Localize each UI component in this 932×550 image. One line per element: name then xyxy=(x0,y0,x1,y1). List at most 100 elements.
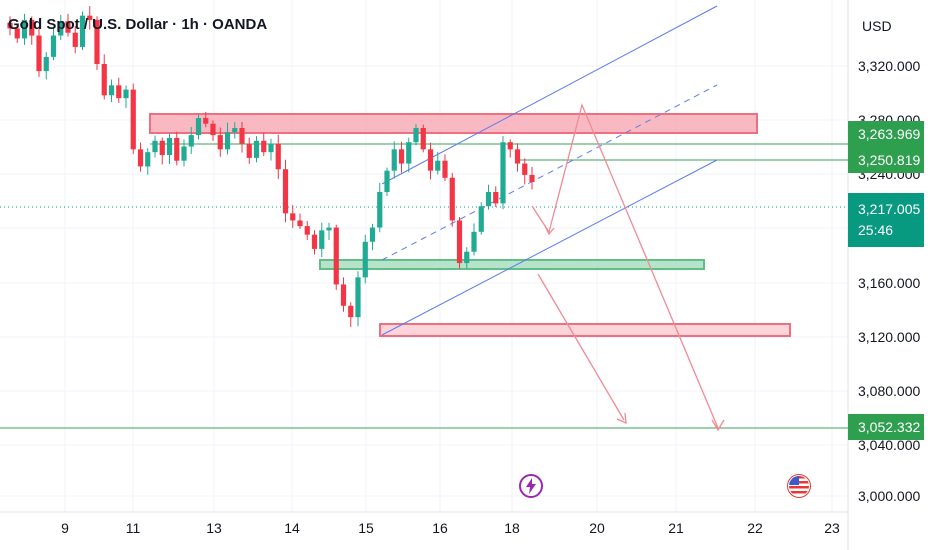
candle-body xyxy=(137,149,144,167)
candle-body xyxy=(29,19,35,36)
us-flag-icon[interactable] xyxy=(787,474,811,498)
projection-arrows[interactable] xyxy=(531,102,725,432)
candle-body xyxy=(101,64,107,96)
support-zone-lower[interactable] xyxy=(379,323,791,337)
candle-body xyxy=(174,137,180,161)
time-tick: 11 xyxy=(125,520,141,536)
candle-body xyxy=(384,170,390,192)
candle-body xyxy=(152,140,158,153)
candle-body xyxy=(456,220,463,264)
candle-body xyxy=(464,251,470,264)
candle-body xyxy=(181,146,187,161)
time-tick: 20 xyxy=(589,520,605,536)
candle-body xyxy=(65,21,71,33)
candle-body xyxy=(319,230,325,249)
candle-body xyxy=(348,305,354,318)
candle-body xyxy=(290,213,296,221)
candle-body xyxy=(36,35,42,72)
time-tick: 15 xyxy=(358,520,374,536)
candle-body xyxy=(442,160,448,178)
current-price-value: 3,217.005 xyxy=(858,201,921,217)
candle-body xyxy=(203,118,209,124)
candle-body xyxy=(72,32,78,47)
time-tick: 18 xyxy=(504,520,520,536)
candle-body xyxy=(297,220,303,227)
price-tag-level-1[interactable]: 3,263.969 xyxy=(848,121,924,147)
candle-body xyxy=(79,15,86,47)
time-tick: 13 xyxy=(206,520,222,536)
price-tick: 3,120.000 xyxy=(858,329,921,345)
candle-body xyxy=(377,192,383,228)
candle-body xyxy=(398,149,405,164)
candle-body xyxy=(427,149,434,171)
time-tick: 21 xyxy=(668,520,684,536)
candle-body xyxy=(406,142,412,164)
chart-title: Gold Spot / U.S. Dollar · 1h · OANDA xyxy=(8,16,268,33)
candle-body xyxy=(500,142,506,204)
candle-body xyxy=(239,128,245,144)
candle-body xyxy=(108,85,115,96)
current-price-tag[interactable]: 3,217.005 25:46 xyxy=(848,193,924,247)
candle-body xyxy=(507,142,513,150)
candle-body xyxy=(362,241,368,278)
candle-body xyxy=(268,143,274,153)
candle-body xyxy=(514,149,521,164)
resistance-zone[interactable] xyxy=(149,113,758,134)
candle-body xyxy=(478,206,484,232)
candle-body xyxy=(224,132,231,150)
candle-body xyxy=(159,140,165,156)
price-tick: 3,320.000 xyxy=(858,58,921,74)
candle-body xyxy=(232,128,238,133)
channel-mid-line[interactable] xyxy=(381,84,718,261)
candle-body xyxy=(340,284,347,306)
candle-body xyxy=(471,231,477,252)
candle-body xyxy=(14,28,20,39)
candle-body xyxy=(94,19,100,65)
lightning-icon[interactable] xyxy=(519,474,543,498)
projection-path-lower xyxy=(537,273,625,421)
candle-body xyxy=(87,15,93,20)
projection-path-upper xyxy=(531,102,719,429)
currency-label: USD xyxy=(862,18,892,34)
candle-body xyxy=(311,234,318,249)
candle-body xyxy=(282,169,289,214)
candle-body xyxy=(50,35,57,57)
time-tick: 9 xyxy=(61,520,69,536)
candle-body xyxy=(304,226,310,235)
candle-body xyxy=(116,85,122,99)
time-tick: 14 xyxy=(284,520,300,536)
candle-body xyxy=(529,174,535,183)
candle-body xyxy=(485,192,492,207)
price-tag-level-2[interactable]: 3,250.819 xyxy=(848,147,924,173)
candle-body xyxy=(195,118,202,136)
candle-body xyxy=(217,135,223,150)
candle-body xyxy=(326,227,332,231)
price-tag-target[interactable]: 3,052.332 xyxy=(848,414,924,440)
candle-body xyxy=(333,227,339,285)
arrow-head-mid xyxy=(544,225,555,236)
time-tick: 22 xyxy=(747,520,763,536)
candle-body xyxy=(21,19,28,39)
time-tick: 23 xyxy=(824,520,840,536)
candle-body xyxy=(43,56,49,72)
candle-body xyxy=(449,177,455,221)
support-zone-upper[interactable] xyxy=(319,259,705,270)
candle-body xyxy=(58,21,64,36)
candlestick-series xyxy=(7,6,535,328)
candle-body xyxy=(210,123,216,136)
candle-body xyxy=(355,277,361,318)
candle-body xyxy=(166,137,173,156)
candle-body xyxy=(493,192,499,204)
price-tick: 3,080.000 xyxy=(858,383,921,399)
candle-body xyxy=(7,22,13,29)
candle-body xyxy=(130,89,136,150)
chart-grid xyxy=(0,0,848,512)
arrow-head-lower xyxy=(616,412,627,425)
candle-body xyxy=(522,163,528,175)
candle-body xyxy=(188,135,194,147)
arrow-head-upper xyxy=(711,419,725,432)
channel-lower-line[interactable] xyxy=(381,159,718,336)
candle-countdown: 25:46 xyxy=(858,222,894,238)
candle-body xyxy=(420,128,426,150)
